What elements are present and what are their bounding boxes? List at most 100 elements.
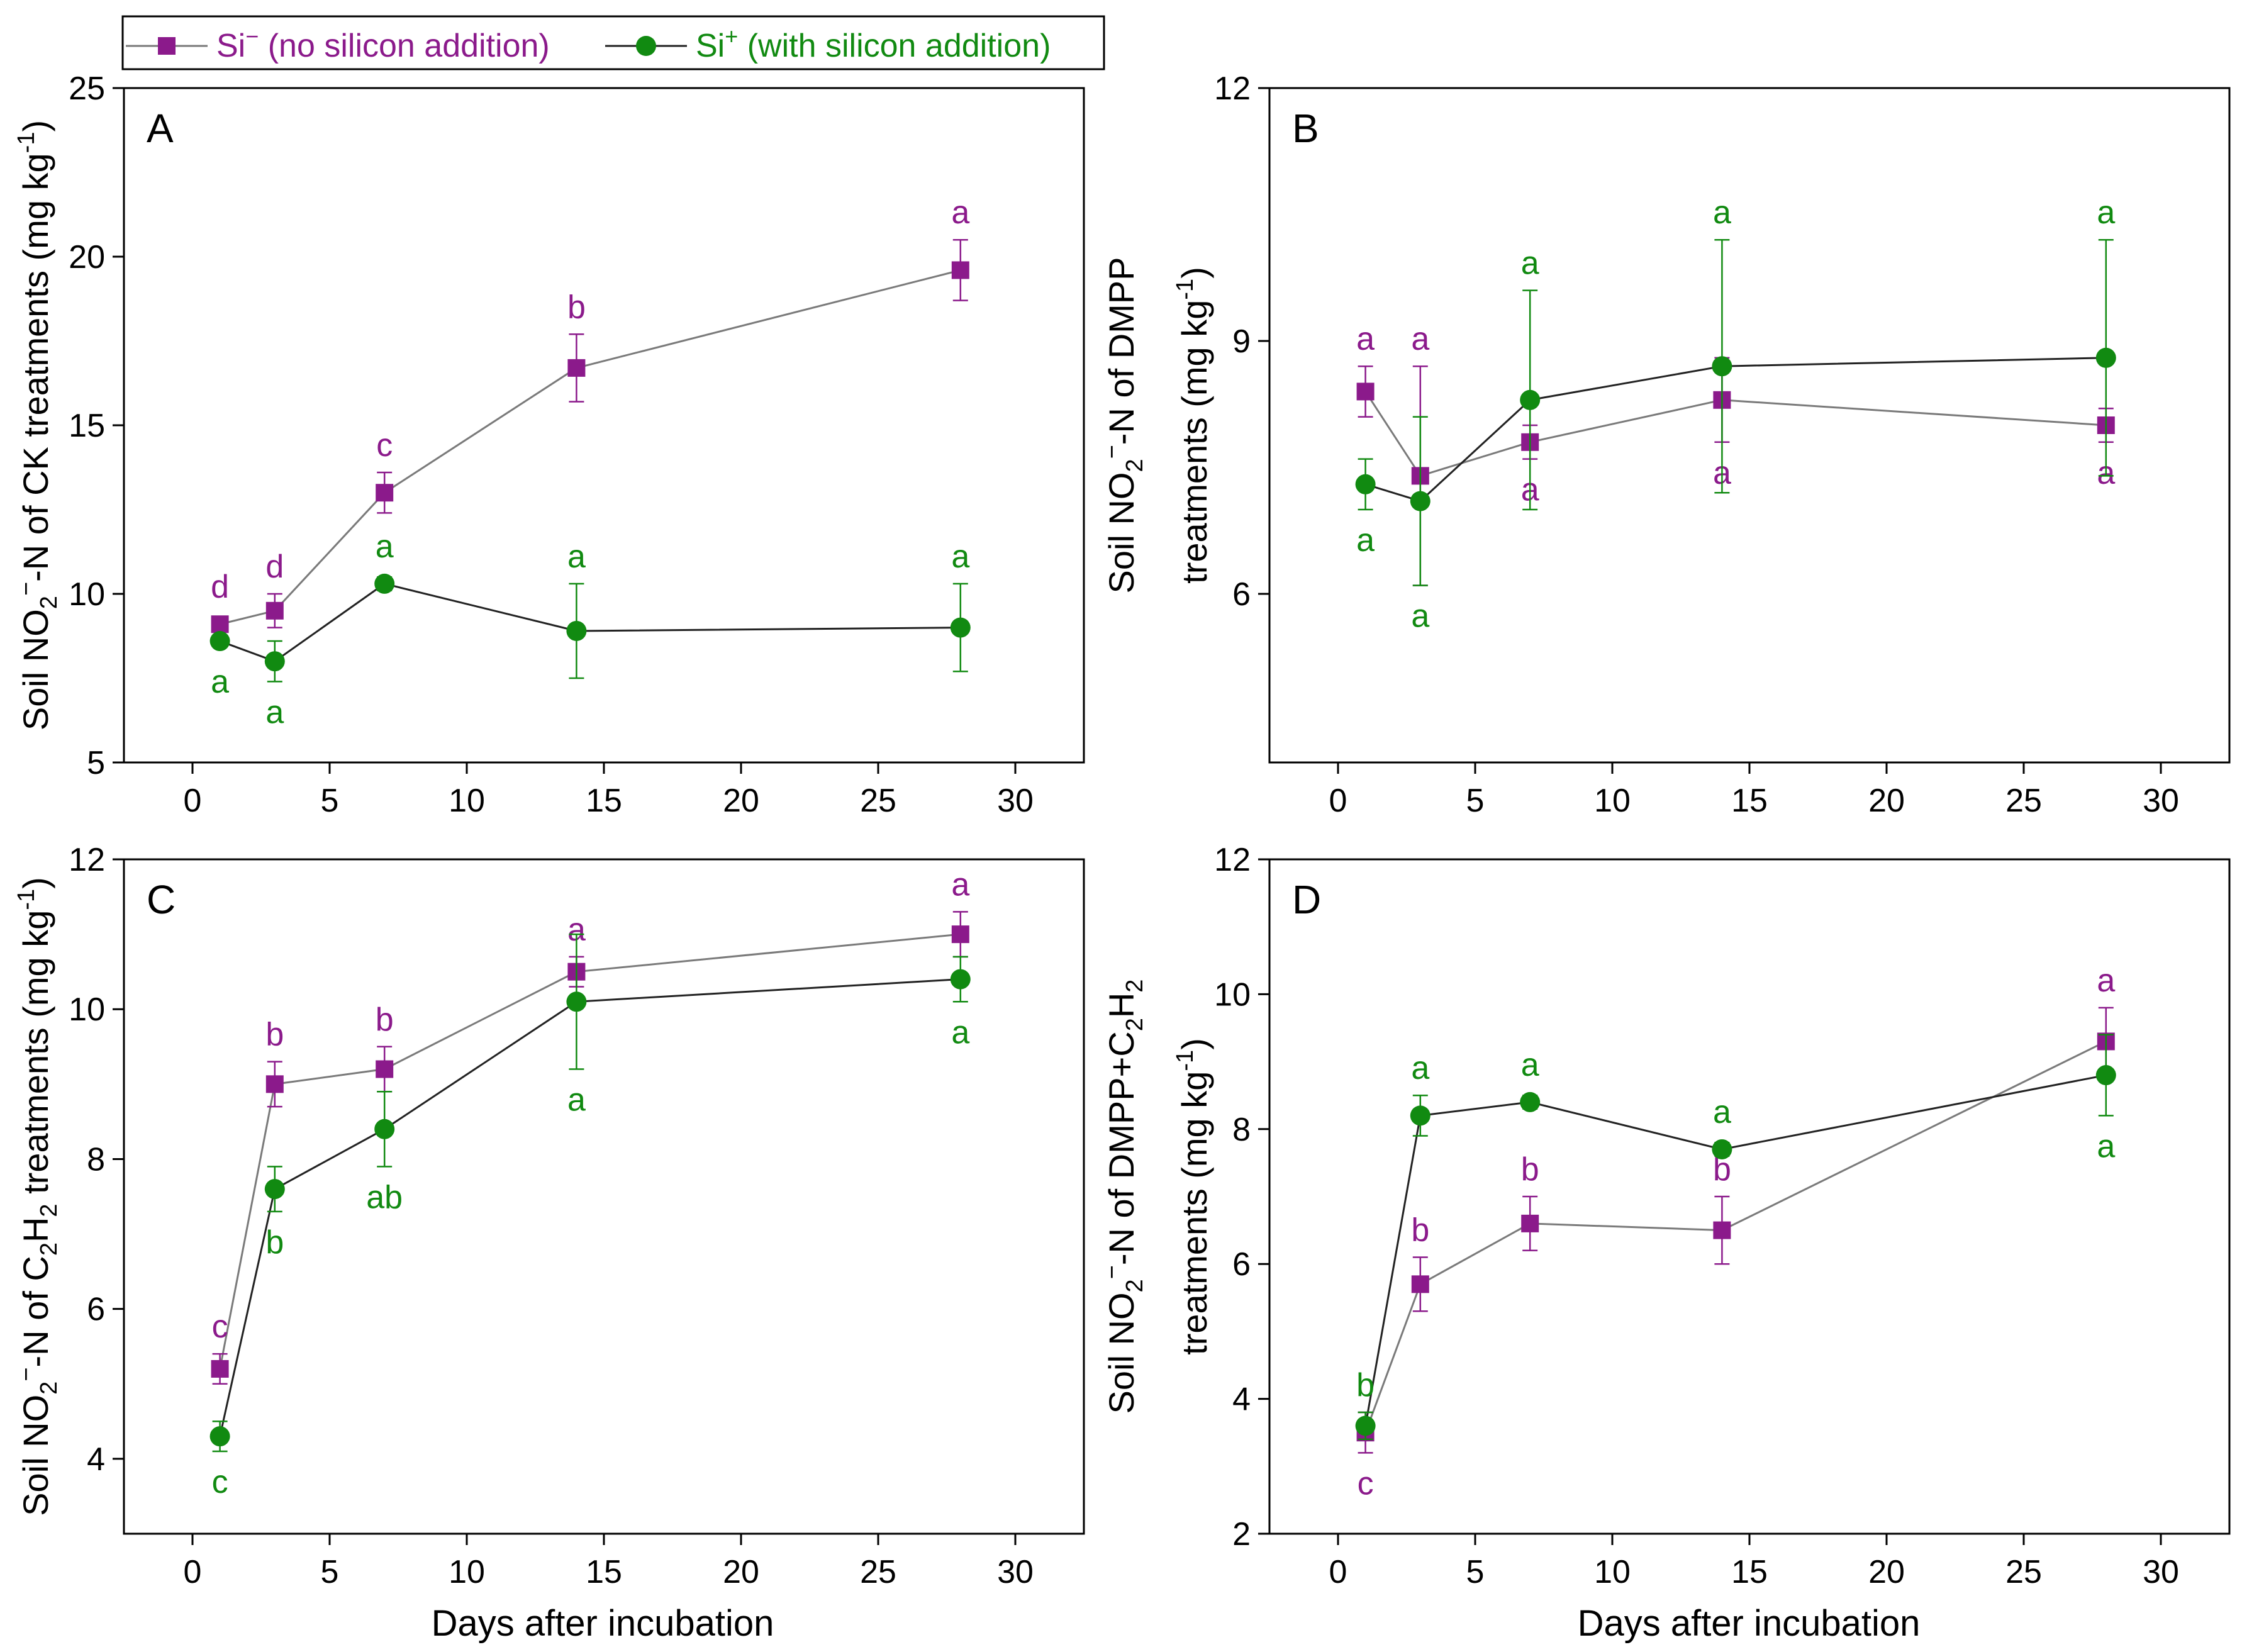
data-point-si-minus	[211, 1359, 229, 1378]
legend-label-si-plus: Si+ (with silicon addition)	[696, 23, 1051, 64]
y-axis-label-segment: 2	[1122, 979, 1148, 993]
y-axis-label-line: treatments (mg kg-1)	[1172, 1038, 1214, 1355]
data-point-si-plus	[1712, 1139, 1732, 1159]
significance-label-si-minus: a	[951, 194, 969, 231]
x-tick-label: 30	[997, 783, 1034, 819]
y-axis-label-segment: )	[16, 877, 55, 889]
y-axis-label-segment: 2	[1122, 459, 1148, 472]
x-tick-label: 25	[860, 783, 896, 819]
y-axis-label-a: Soil NO2−-N of CK treatments (mg kg-1)	[13, 120, 62, 730]
significance-label-si-plus: c	[212, 1464, 228, 1500]
y-axis-label-segment: 2	[36, 596, 62, 609]
x-axis-title-left: Days after incubation	[432, 1603, 774, 1644]
data-point-si-minus	[951, 925, 969, 944]
x-tick-label: 0	[184, 783, 202, 819]
significance-label-si-plus: a	[265, 694, 284, 730]
data-point-si-minus	[265, 1075, 284, 1093]
data-point-si-plus	[1355, 474, 1376, 494]
y-tick-label: 10	[69, 991, 105, 1028]
y-axis-label-c: Soil NO2−-N of C2H2 treatments (mg kg-1)	[13, 877, 62, 1516]
series-si-plus-d: b a a a a	[1355, 1034, 2116, 1441]
panel-c: 0 5 10 15 20 25 30 4 6 8 10 12 C Soil NO2−-N of C2H2 …	[13, 842, 1085, 1590]
x-tick-label: 0	[184, 1554, 202, 1590]
significance-label-si-plus: a	[951, 539, 969, 575]
significance-label-si-plus: a	[567, 539, 586, 575]
y-axis-label-segment: )	[16, 120, 55, 132]
y-axis-label-segment: Soil NO	[1101, 1293, 1141, 1414]
legend-marker-si-minus	[158, 37, 176, 55]
significance-label-si-minus: a	[951, 866, 969, 903]
significance-label-si-plus: a	[211, 664, 229, 700]
x-tick-label: 15	[586, 783, 622, 819]
x-tick-label: 15	[1731, 783, 1768, 819]
y-axis-label-line: Soil NO2−-N of CK treatments (mg kg-1)	[13, 120, 62, 730]
y-axis-label-line: Soil NO2−-N of DMPP	[1099, 257, 1148, 594]
data-point-si-plus	[1712, 356, 1732, 377]
significance-label-si-plus: a	[951, 1014, 969, 1051]
data-point-si-plus	[1520, 389, 1541, 410]
data-point-si-minus	[376, 484, 394, 502]
significance-label-si-minus: c	[376, 427, 393, 464]
y-axis-label-segment: Soil NO	[16, 1395, 55, 1516]
data-point-si-plus	[374, 1119, 395, 1139]
data-point-si-minus	[376, 1060, 394, 1078]
y-axis-label-segment: -N of C	[16, 1256, 55, 1367]
y-axis-label-segment: -1	[13, 132, 40, 153]
x-tick-label: 20	[1868, 1554, 1905, 1590]
y-tick-label: 12	[1214, 70, 1251, 107]
significance-label-si-minus: c	[1358, 1465, 1374, 1502]
x-tick-label: 10	[449, 783, 485, 819]
x-tick-label: 15	[1731, 1554, 1768, 1590]
y-tick-label: 6	[1232, 1246, 1251, 1283]
significance-label-si-minus: b	[1411, 1212, 1429, 1248]
data-point-si-minus	[1521, 1214, 1539, 1232]
data-point-si-plus	[566, 620, 587, 641]
data-point-si-plus	[1355, 1415, 1376, 1436]
significance-label-si-plus: a	[2097, 1128, 2115, 1164]
y-tick-label: 9	[1232, 323, 1251, 360]
significance-label-si-minus: d	[211, 569, 229, 605]
legend-si-plus-prefix: Si	[696, 28, 725, 64]
data-point-si-plus	[264, 1179, 285, 1200]
significance-label-si-plus: a	[1713, 194, 1731, 231]
y-axis-label-segment: Soil NO	[16, 609, 55, 730]
data-point-si-plus	[374, 573, 395, 594]
x-tick-label: 10	[449, 1554, 485, 1590]
panel-a: 0 5 10 15 20 25 30 5 10 15 20 25 A Soil NO2−-N of CK …	[13, 70, 1085, 819]
y-tick-label: 5	[87, 745, 105, 781]
x-tick-label: 20	[723, 783, 759, 819]
x-tick-label: 5	[1466, 1554, 1485, 1590]
significance-label-si-minus: a	[1356, 321, 1375, 357]
y-axis-label-segment: 2	[1122, 1279, 1148, 1292]
x-tick-label: 5	[1466, 783, 1485, 819]
significance-label-si-minus: b	[376, 1002, 394, 1038]
legend-si-plus-rest: (with silicon addition)	[738, 28, 1051, 64]
y-tick-label: 6	[1232, 576, 1251, 613]
y-axis-label-segment: -1	[1172, 1050, 1198, 1071]
y-axis-label-segment: −	[13, 1368, 40, 1381]
x-axis-title-right: Days after incubation	[1578, 1603, 1921, 1644]
y-axis-label-segment: -N of DMPP+C	[1101, 1031, 1141, 1265]
panel-label-b: B	[1292, 106, 1319, 151]
panel-label-d: D	[1292, 877, 1321, 922]
y-axis-label-segment: Soil NO	[1101, 472, 1141, 594]
data-point-si-minus	[1411, 1275, 1429, 1293]
significance-label-si-plus: a	[1521, 1047, 1539, 1083]
y-axis-label-segment: H	[1101, 993, 1141, 1018]
significance-label-si-plus: ab	[366, 1179, 403, 1215]
data-point-si-minus	[1356, 382, 1375, 401]
x-tick-label: 5	[321, 1554, 339, 1590]
legend-si-minus-sup: −	[245, 23, 259, 49]
y-tick-label: 6	[87, 1292, 105, 1328]
y-axis-label-segment: -N of CK treatments (mg kg	[16, 153, 55, 582]
panel-label-a: A	[147, 106, 174, 151]
data-point-si-plus	[2095, 1065, 2116, 1086]
y-axis-label-segment: 2	[36, 1203, 62, 1217]
data-point-si-plus	[1520, 1091, 1541, 1112]
significance-label-si-plus: b	[265, 1224, 284, 1261]
x-tick-label: 10	[1594, 1554, 1631, 1590]
significance-label-si-plus: a	[1411, 598, 1429, 635]
